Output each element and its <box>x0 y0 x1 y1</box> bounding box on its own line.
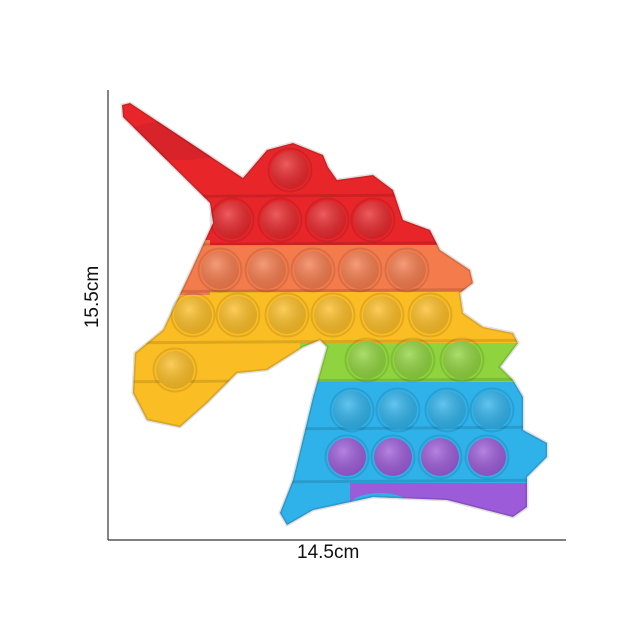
bubble[interactable] <box>257 197 303 243</box>
bubble[interactable] <box>407 292 453 338</box>
bubble[interactable] <box>197 247 243 293</box>
bubble[interactable] <box>337 247 383 293</box>
width-label: 14.5cm <box>297 542 360 563</box>
bubble[interactable] <box>290 247 336 293</box>
ridge <box>122 338 547 345</box>
bubble[interactable] <box>152 347 198 393</box>
bubble[interactable] <box>215 292 261 338</box>
bubble[interactable] <box>170 292 216 338</box>
bubble[interactable] <box>359 292 405 338</box>
bubble[interactable] <box>417 434 463 480</box>
ridge <box>122 287 547 294</box>
bubble[interactable] <box>324 434 370 480</box>
bubble[interactable] <box>344 337 390 383</box>
bubble[interactable] <box>267 147 313 193</box>
bubble[interactable] <box>310 292 356 338</box>
bubble[interactable] <box>464 434 510 480</box>
bubble[interactable] <box>244 247 290 293</box>
bubble[interactable] <box>370 434 416 480</box>
bubble[interactable] <box>469 387 515 433</box>
bubble[interactable] <box>304 197 350 243</box>
bubble[interactable] <box>329 387 375 433</box>
bubble[interactable] <box>209 197 255 243</box>
ridge <box>122 192 547 199</box>
bubble[interactable] <box>264 292 310 338</box>
ridge <box>122 240 547 247</box>
bubbles <box>152 147 515 480</box>
bubble[interactable] <box>384 247 430 293</box>
bubble[interactable] <box>424 387 470 433</box>
bubble[interactable] <box>390 337 436 383</box>
height-label: 15.5cm <box>82 265 104 329</box>
bubble[interactable] <box>350 197 396 243</box>
bubble[interactable] <box>439 337 485 383</box>
bubble[interactable] <box>375 387 421 433</box>
